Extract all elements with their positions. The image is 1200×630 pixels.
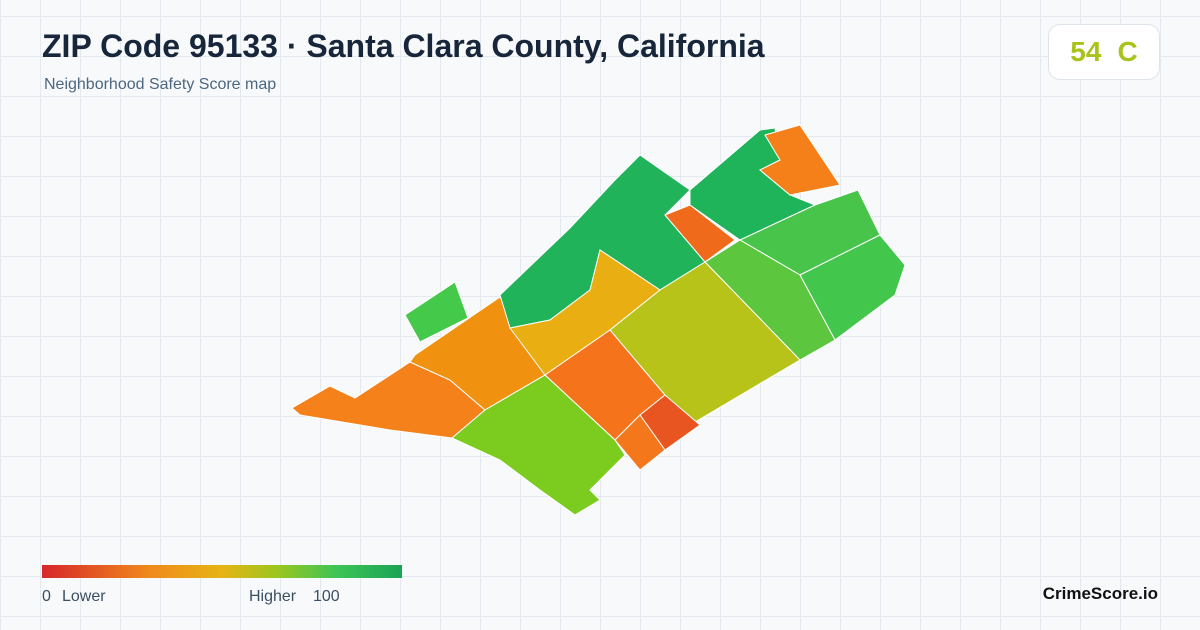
region: [614, 414, 666, 471]
legend-high: Higher: [249, 588, 297, 605]
title: ZIP Code 95133 · Santa Clara County, Cal…: [42, 28, 765, 64]
score-value: 54: [1070, 36, 1102, 67]
brand: CrimeScore.io: [1042, 584, 1158, 603]
score-grade: C: [1117, 36, 1138, 67]
legend-low: Lower: [62, 588, 106, 605]
region: [451, 374, 626, 516]
region: [664, 204, 736, 263]
legend-min: 0: [42, 588, 51, 605]
legend-max: 100: [313, 588, 340, 605]
region: [759, 124, 841, 196]
region: [404, 281, 469, 343]
score-badge: 54 C: [1048, 24, 1160, 80]
subtitle: Neighborhood Safety Score map: [44, 76, 277, 93]
legend-gradient: [42, 565, 402, 578]
